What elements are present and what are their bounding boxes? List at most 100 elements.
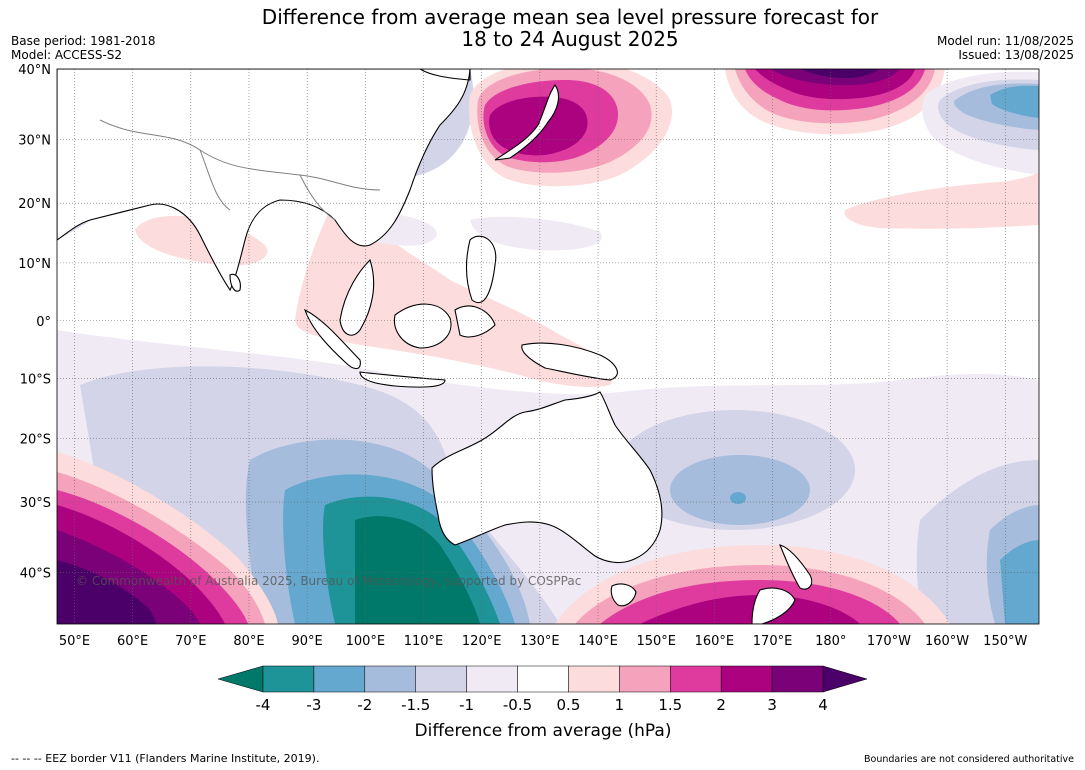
lon-tick-label: 160°E [695,634,735,649]
colorbar-tick-label: 1 [615,696,625,714]
sulawesi [454,305,496,338]
colorbar-swatch [466,665,518,693]
lon-tick-label: 170°W [867,634,911,649]
sri-lanka [229,273,241,292]
colorbar-tick-label: -4 [256,696,271,714]
border-line [99,119,381,191]
contour-band [1000,540,1039,624]
colorbar-label: Difference from average (hPa) [415,721,672,741]
issued-date: Issued: 13/08/2025 [958,48,1074,62]
colorbar-tick-label: -1 [459,696,474,714]
sumatra [304,308,361,370]
contour-band [57,560,157,624]
country-borders [99,119,381,221]
lon-tick-label: 180° [815,634,846,649]
eez-legend: -- -- -- EEZ border V11 (Flanders Marine… [11,752,320,765]
lat-tick-label: 10°S [20,373,51,388]
copyright-text: © Commonwealth of Australia 2025, Bureau… [76,574,581,588]
java [359,371,446,388]
boundaries-note: Boundaries are not considered authoritat… [864,754,1074,765]
model-run: Model run: 11/08/2025 [936,34,1074,48]
lon-tick-label: 170°E [753,634,793,649]
graticule [57,68,1039,624]
lat-tick-label: 40°N [18,63,51,78]
lon-tick-label: 140°E [578,634,618,649]
colorbar: -4 -3 -2 -1.5 -1 -0.5 0.5 1 1.5 2 3 4 Difference fr… [217,665,868,741]
map-frame [56,68,1040,625]
lat-tick-label: 0° [36,315,51,330]
malay-peninsula [339,258,375,336]
japan [494,84,560,161]
australia-landmass [431,391,663,564]
contour-band [640,595,860,624]
contour-band [355,516,480,624]
colorbar-swatch [364,665,416,693]
colorbar-ticks: -4 -3 -2 -1.5 -1 -0.5 0.5 1 1.5 2 3 4 [256,696,828,714]
meta-left: Base period: 1981-2018 Model: ACCESS-S2 [11,34,156,62]
lon-tick-label: 60°E [117,634,148,649]
colorbar-swatch [619,665,671,693]
contour-band [990,85,1039,118]
border-line [199,149,231,211]
lon-tick-label: 80°E [233,634,264,649]
lon-tick-label: 100°E [346,634,386,649]
colorbar-tick-label: -2 [357,696,372,714]
new-guinea-landmass [521,342,618,381]
colorbar-swatch [771,665,824,693]
colorbar-tick-label: -0.5 [503,696,532,714]
contour-band [844,172,1039,229]
contour-band [295,206,613,387]
colorbar-swatch [262,665,315,693]
lat-tick-label: 40°S [20,567,51,582]
lon-tick-label: 130°E [520,634,560,649]
lon-labels: 50°E 60°E 70°E 80°E 90°E 100°E 110°E 120°E 130°E… [59,634,1028,649]
colorbar-over-arrow [822,665,868,693]
colorbar-tick-label: 0.5 [557,696,581,714]
lat-tick-label: 20°S [20,432,51,447]
colorbar-swatch [517,665,569,693]
lat-labels: 40°N 30°N 20°N 10°N 0° 10°S 20°S 30°S 40°S [18,63,51,582]
colorbar-under-arrow [217,665,264,693]
contour-band [670,455,810,525]
border-line [299,174,336,221]
contour-band [470,216,602,251]
colorbar-tick-label: -3 [306,696,321,714]
lon-tick-label: 120°E [462,634,502,649]
colorbar-swatch [313,665,366,693]
lat-tick-label: 10°N [18,257,51,272]
colorbar-tick-label: 1.5 [658,696,682,714]
colorbar-tick-label: 2 [716,696,726,714]
lon-tick-label: 70°E [175,634,206,649]
lat-tick-label: 30°S [20,496,51,511]
nz-north-landmass [779,544,813,590]
meta-right: Model run: 11/08/2025 Issued: 13/08/2025 [937,34,1074,62]
map-title-line2: 18 to 24 August 2025 [461,27,679,51]
colorbar-swatches [262,665,824,693]
lat-tick-label: 30°N [18,133,51,148]
colorbar-tick-label: -1.5 [401,696,430,714]
colorbar-swatch [720,665,773,693]
lon-tick-label: 160°W [925,634,969,649]
contour-band [800,69,880,78]
lon-tick-label: 50°E [59,634,90,649]
colorbar-tick-label: 3 [767,696,777,714]
lon-tick-label: 150°W [983,634,1027,649]
lat-tick-label: 20°N [18,197,51,212]
contour-band [730,492,746,504]
base-period: Base period: 1981-2018 [11,34,156,48]
lon-tick-label: 90°E [292,634,323,649]
map-title-line1: Difference from average mean sea level p… [261,5,879,29]
colorbar-swatch [670,665,722,693]
nz-south-landmass [751,587,796,624]
colorbar-tick-label: 4 [818,696,828,714]
lon-tick-label: 150°E [636,634,676,649]
colorbar-swatch [415,665,467,693]
model-name: Model: ACCESS-S2 [11,48,123,62]
anomaly-field [57,69,1039,624]
tasmania-landmass [610,583,637,607]
borneo [393,303,452,349]
coastlines [57,69,813,624]
lon-tick-label: 110°E [404,634,444,649]
asia-mainland [57,69,471,292]
